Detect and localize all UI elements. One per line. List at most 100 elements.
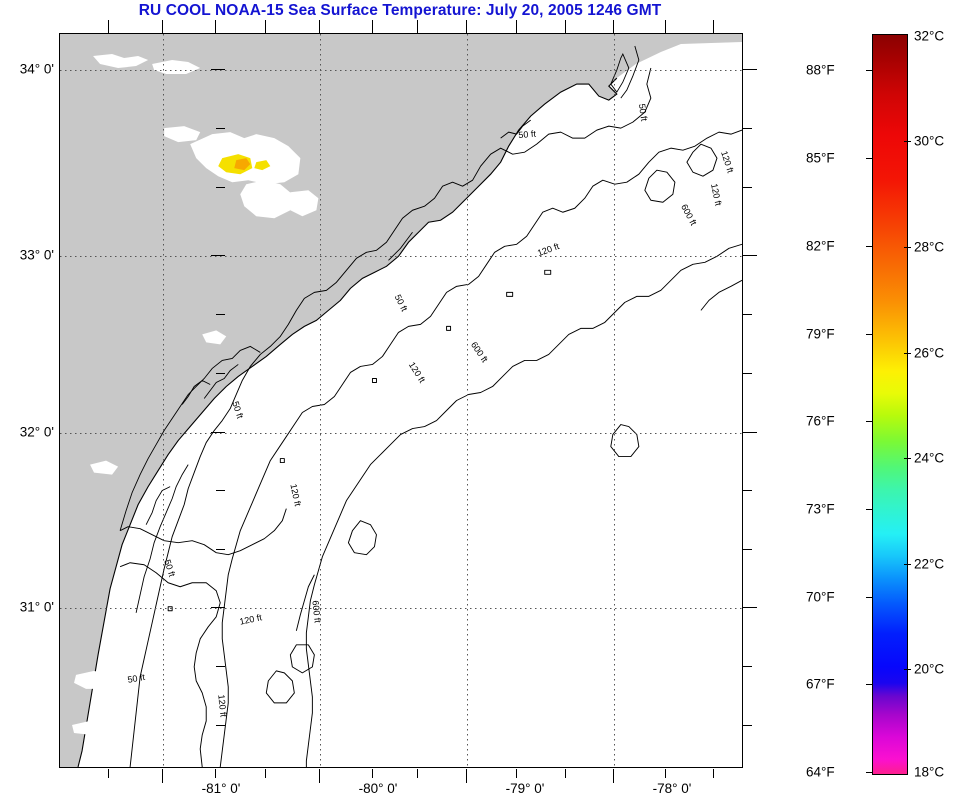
cbar-label-f: 76°F — [806, 413, 835, 429]
xtick-top — [108, 20, 110, 33]
cbar-tick-f — [866, 509, 873, 511]
xtick-top — [215, 20, 217, 33]
ytick-major — [211, 69, 225, 71]
ytick-major — [211, 607, 225, 609]
ytick-minor-right — [743, 666, 752, 668]
gridline-lat-32 — [60, 433, 742, 434]
lat-label: 31° 0' — [19, 599, 54, 615]
xtick-top — [372, 20, 374, 33]
cbar-label-f: 73°F — [806, 501, 835, 517]
contour-label-120ft: 120 ft — [216, 694, 228, 718]
cbar-tick-c — [904, 247, 911, 249]
xtick-top — [565, 20, 567, 33]
cbar-tick-f — [866, 597, 873, 599]
xtick-top — [319, 20, 321, 33]
contour-label-120ft: 120 ft — [288, 483, 303, 508]
cbar-label-f: 85°F — [806, 150, 835, 166]
sst-colorbar[interactable] — [872, 34, 908, 775]
cbar-tick-f — [866, 421, 873, 423]
contour-label-120ft: 120 ft — [709, 183, 724, 208]
contour-label-50ft: 50 ft — [518, 129, 537, 141]
gridline-lat-34 — [60, 70, 742, 71]
contour-label-50ft: 50 ft — [127, 672, 146, 685]
cbar-tick-f — [866, 334, 873, 336]
cbar-label-c: 32°C — [914, 28, 945, 44]
cbar-label-f: 70°F — [806, 589, 835, 605]
cbar-label-c: 28°C — [914, 239, 945, 255]
xtick-minor — [665, 769, 667, 778]
cbar-tick-f — [866, 158, 873, 160]
xtick-top — [162, 20, 164, 33]
cbar-label-f: 79°F — [806, 326, 835, 342]
ytick-minor — [216, 666, 225, 668]
ytick-major-right — [743, 432, 757, 434]
gridline-lon-80 — [320, 34, 321, 767]
xtick-top — [466, 20, 468, 33]
ytick-minor-right — [743, 725, 752, 727]
cbar-tick-c — [904, 458, 911, 460]
cbar-tick-c — [904, 564, 911, 566]
gridline-lat-31 — [60, 608, 742, 609]
xtick-minor — [265, 769, 267, 778]
xtick-minor — [215, 769, 217, 778]
cbar-label-f: 64°F — [806, 764, 835, 780]
cbar-label-c: 30°C — [914, 133, 945, 149]
cbar-label-f: 67°F — [806, 676, 835, 692]
page-title: RU COOL NOAA-15 Sea Surface Temperature:… — [138, 2, 662, 19]
bathymetry-contour-layer: 50 ft 50 ft 50 ft 50 ft 50 ft 50 ft 120 … — [60, 34, 742, 767]
xtick-minor — [372, 769, 374, 778]
cbar-label-f: 88°F — [806, 62, 835, 78]
ytick-minor — [216, 187, 225, 189]
lon-label: -81° 0' — [201, 781, 241, 796]
xtick-top — [265, 20, 267, 33]
ytick-minor — [216, 725, 225, 727]
colorbar-fahrenheit-labels: 88°F 85°F 82°F 79°F 76°F 73°F 70°F 67°F … — [806, 62, 835, 780]
ytick-minor-right — [743, 314, 752, 316]
ytick-minor-right — [743, 549, 752, 551]
ytick-major-right — [743, 607, 757, 609]
cbar-tick-f — [866, 684, 873, 686]
xtick-minor — [713, 769, 715, 778]
ytick-major-right — [743, 69, 757, 71]
cbar-label-c: 24°C — [914, 450, 945, 466]
cbar-tick-f — [866, 772, 873, 774]
xtick-top — [713, 20, 715, 33]
ytick-minor — [216, 314, 225, 316]
cbar-label-c: 18°C — [914, 764, 945, 780]
sst-map-panel[interactable]: 50 ft 50 ft 50 ft 50 ft 50 ft 50 ft 120 … — [59, 33, 743, 768]
xtick-minor — [108, 769, 110, 778]
ytick-minor — [216, 128, 225, 130]
xtick-minor — [417, 769, 419, 778]
xtick-major — [162, 769, 164, 783]
lon-label: -79° 0' — [505, 781, 545, 796]
ytick-minor — [216, 490, 225, 492]
cloud-mask-layer — [60, 34, 742, 767]
cbar-label-f: 82°F — [806, 238, 835, 254]
xtick-major — [319, 769, 321, 783]
ytick-minor-right — [743, 490, 752, 492]
xtick-major — [466, 769, 468, 783]
ytick-major — [211, 255, 225, 257]
ytick-minor — [216, 373, 225, 375]
lon-label: -80° 0' — [358, 781, 398, 796]
xtick-top — [665, 20, 667, 33]
cbar-label-c: 20°C — [914, 661, 945, 677]
gridline-lon-79 — [467, 34, 468, 767]
lat-label: 33° 0' — [19, 247, 54, 263]
contour-label-120ft: 120 ft — [239, 612, 264, 627]
cbar-label-c: 26°C — [914, 345, 945, 361]
lat-label: 32° 0' — [19, 424, 54, 440]
lat-label: 34° 0' — [19, 61, 54, 77]
cbar-label-c: 22°C — [914, 556, 945, 572]
cbar-tick-c — [904, 669, 911, 671]
ytick-minor-right — [743, 128, 752, 130]
cbar-tick-f — [866, 70, 873, 72]
contour-label-50ft: 50 ft — [637, 103, 649, 122]
gridline-lon-81 — [163, 34, 164, 767]
lon-label: -78° 0' — [652, 781, 692, 796]
cbar-tick-c — [904, 141, 911, 143]
ytick-minor-right — [743, 187, 752, 189]
graticule-layer — [60, 34, 742, 767]
xtick-major — [613, 769, 615, 783]
ytick-minor — [216, 549, 225, 551]
